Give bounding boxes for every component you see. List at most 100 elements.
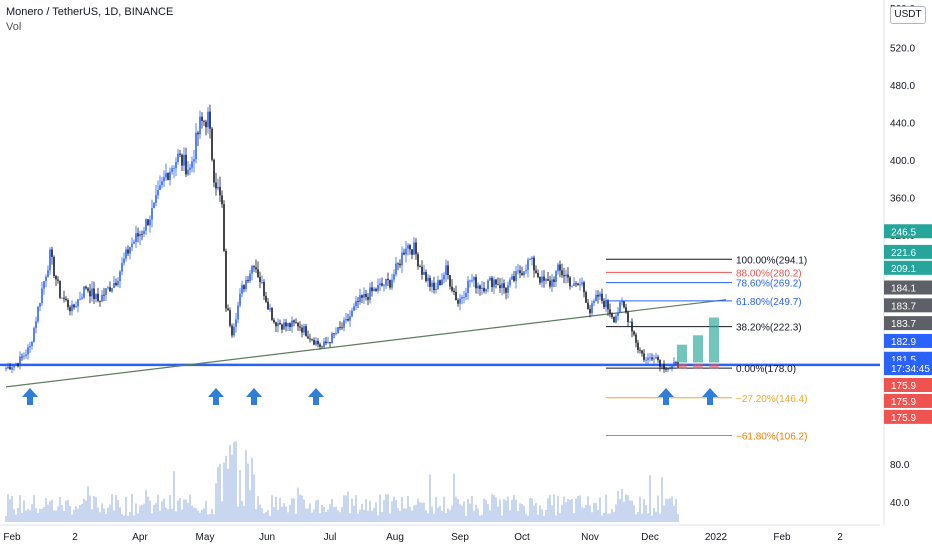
x-tick-label: Jul <box>324 532 337 543</box>
candle-body <box>487 280 489 290</box>
candle-body <box>469 280 471 282</box>
volume-bar <box>495 497 497 522</box>
fib-level-label: 61.80%(249.7) <box>736 297 802 308</box>
volume-bar <box>17 507 19 522</box>
volume-bar <box>597 510 599 522</box>
volume-bar <box>615 504 617 522</box>
candle-body <box>249 273 251 282</box>
volume-bar <box>219 464 221 522</box>
volume-bar <box>81 503 83 522</box>
candle-body <box>91 288 93 297</box>
price-label: 183.7 <box>891 319 916 330</box>
candle-body <box>601 293 603 301</box>
volume-bar <box>483 498 485 522</box>
volume-bar <box>111 494 113 522</box>
candle-body <box>191 161 193 168</box>
candle-body <box>211 128 213 160</box>
volume-bar <box>131 494 133 522</box>
candle-body <box>121 263 123 272</box>
volume-bar <box>667 499 669 522</box>
candle-body <box>135 233 137 242</box>
candle-body <box>37 306 39 322</box>
volume-bar <box>173 471 175 522</box>
volume-bar <box>283 503 285 522</box>
volume-bar <box>563 496 565 522</box>
candle-body <box>437 280 439 290</box>
volume-bar <box>633 505 635 522</box>
candle-body <box>559 264 561 271</box>
currency-button[interactable]: USDT <box>890 6 926 24</box>
volume-bar <box>161 501 163 522</box>
candle-body <box>525 269 527 272</box>
volume-bar <box>175 511 177 522</box>
candle-body <box>451 286 453 291</box>
volume-bar <box>327 509 329 522</box>
candle-body <box>517 270 519 272</box>
volume-bar <box>299 494 301 522</box>
candle-body <box>127 249 129 254</box>
candle-body <box>299 326 301 328</box>
volume-bar <box>397 508 399 522</box>
candle-body <box>419 266 421 268</box>
candle-body <box>307 336 309 339</box>
volume-bar <box>235 441 237 522</box>
volume-bar <box>509 510 511 522</box>
candle-body <box>361 295 363 298</box>
volume-bar <box>465 515 467 522</box>
candle-body <box>315 340 317 345</box>
candle-body <box>183 154 185 166</box>
candle-body <box>383 285 385 287</box>
volume-bar <box>627 495 629 522</box>
candle-body <box>607 299 609 310</box>
volume-bar <box>421 502 423 522</box>
candle-body <box>359 295 361 302</box>
candle-body <box>531 257 533 260</box>
candle-body <box>553 279 555 282</box>
candle-body <box>621 300 623 303</box>
volume-bar <box>443 496 445 522</box>
volume-bar <box>19 495 21 522</box>
candle-body <box>105 288 107 295</box>
arrow-up-icon <box>208 388 224 405</box>
candle-body <box>97 293 99 301</box>
volume-bar <box>467 499 469 522</box>
candle-body <box>649 357 651 359</box>
candle-body <box>267 301 269 310</box>
candle-body <box>205 121 207 128</box>
volume-bar <box>367 510 369 522</box>
candle-body <box>549 280 551 287</box>
candle-body <box>543 276 545 281</box>
volume-bar <box>91 509 93 522</box>
volume-bar <box>605 494 607 522</box>
candle-body <box>11 367 13 370</box>
volume-bar <box>41 508 43 522</box>
candle-body <box>223 204 225 251</box>
volume-bar <box>171 509 173 522</box>
candle-body <box>637 342 639 350</box>
candle-body <box>7 366 9 369</box>
candle-body <box>305 326 307 337</box>
candle-body <box>481 287 483 289</box>
volume-bar <box>209 513 211 522</box>
candle-body <box>201 116 203 121</box>
price-label: 17:34:45 <box>891 364 930 375</box>
volume-bar <box>129 511 131 522</box>
volume-bar <box>385 494 387 522</box>
volume-bar <box>9 499 11 522</box>
candle-body <box>477 285 479 289</box>
volume-bar <box>487 504 489 522</box>
candle-body <box>407 245 409 249</box>
arrow-up-icon <box>22 388 38 405</box>
candle-body <box>641 350 643 354</box>
volume-bar <box>337 510 339 522</box>
symbol-title: Monero / TetherUS, 1D, BINANCE <box>6 6 174 18</box>
volume-bar <box>639 496 641 522</box>
volume-bar <box>181 509 183 522</box>
candle-body <box>195 132 197 160</box>
volume-bar <box>51 499 53 522</box>
volume-bar <box>101 503 103 522</box>
candle-body <box>597 294 599 297</box>
volume-bar <box>325 511 327 522</box>
